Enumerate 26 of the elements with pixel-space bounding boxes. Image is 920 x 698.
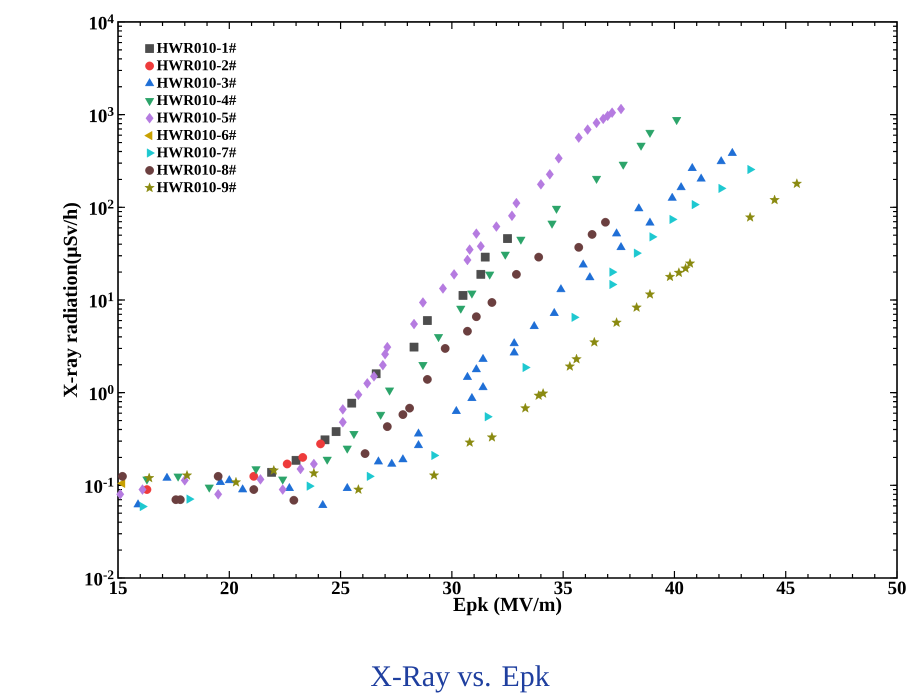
y-tick-label: 10$^{3}$ bbox=[90, 107, 114, 122]
y-tick-label: 10$^{1}$ bbox=[90, 292, 114, 308]
y-tick-label: 10$^{2}$ bbox=[90, 200, 114, 215]
legend-label: HWR010-5# bbox=[156, 112, 236, 123]
x-tick-label: 15 bbox=[110, 582, 127, 594]
y-tick-label: 10$^{-1}$ bbox=[86, 478, 114, 493]
legend-label: HWR010-7# bbox=[156, 147, 236, 158]
legend-label: HWR010-8# bbox=[156, 164, 236, 175]
x-tick-label: 50 bbox=[888, 582, 906, 594]
legend-label: HWR010-2# bbox=[156, 60, 236, 70]
x-tick-label: 20 bbox=[220, 582, 238, 594]
legend-label: HWR010-4# bbox=[156, 95, 236, 106]
legend-label: HWR010-9# bbox=[156, 182, 236, 192]
x-tick-label: 25 bbox=[332, 582, 350, 594]
legend-label: HWR010-1# bbox=[156, 42, 236, 54]
x-tick-label: 45 bbox=[776, 582, 794, 594]
legend-label: HWR010-3# bbox=[156, 78, 236, 88]
y-tick-label: 10$^{0}$ bbox=[90, 385, 114, 400]
x-tick-label: 35 bbox=[554, 582, 572, 594]
x-tick-label: 30 bbox=[443, 582, 461, 594]
x-axis-title: Epk (MV/m) bbox=[453, 597, 562, 616]
y-tick-label: 10$^{4}$ bbox=[90, 14, 114, 30]
legend-label: HWR010-6# bbox=[156, 130, 236, 140]
x-tick-label: 40 bbox=[665, 582, 684, 594]
y-axis-title: X-ray radiation(μSv/h) bbox=[63, 203, 82, 398]
text: X-Ray vs. Epk bbox=[371, 665, 550, 692]
